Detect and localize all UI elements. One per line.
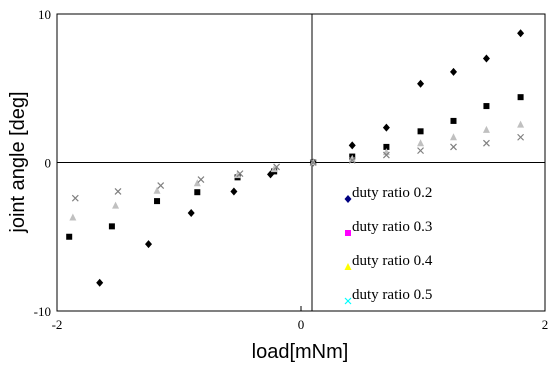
data-point (66, 233, 73, 240)
legend-label: duty ratio 0.5 (352, 287, 432, 303)
data-point (517, 120, 525, 128)
legend: duty ratio 0.2 duty ratio 0.3 duty ratio 0… (344, 185, 433, 305)
data-point (145, 240, 152, 249)
data-point (154, 198, 161, 205)
data-point (483, 139, 490, 147)
data-point (450, 117, 457, 124)
data-point (69, 213, 77, 221)
data-point (348, 154, 356, 162)
data-point (112, 201, 120, 209)
data-point (309, 159, 317, 166)
x-tick-label: 0 (298, 317, 305, 332)
data-point (348, 141, 356, 150)
data-point (417, 139, 425, 147)
data-point (517, 94, 524, 101)
data-point (197, 176, 205, 184)
tick-labels: 10 0 -10-2 0 2 (34, 7, 549, 332)
data-point (194, 189, 201, 196)
data-point (417, 128, 424, 135)
y-axis-title: joint angle [deg] (7, 91, 29, 233)
data-point (450, 133, 457, 141)
data-point (96, 278, 104, 287)
series-duty-ratio-0.5 (71, 133, 525, 202)
data-point (383, 143, 390, 150)
y-tick-label: -10 (34, 304, 51, 319)
x-tick-label: -2 (52, 317, 63, 332)
data-point (482, 125, 490, 133)
data-point (482, 54, 490, 63)
legend-marker (344, 263, 352, 270)
data-points (66, 29, 525, 287)
data-point (273, 163, 281, 171)
legend-marker (344, 195, 352, 203)
data-point (517, 29, 525, 38)
y-tick-label: 0 (45, 156, 52, 171)
data-point (483, 103, 490, 110)
data-point (153, 186, 161, 194)
data-point (382, 151, 390, 159)
data-point (157, 182, 165, 189)
data-point (187, 208, 195, 217)
data-point (234, 171, 242, 179)
data-point (108, 223, 115, 230)
legend-marker (345, 230, 351, 236)
data-point (71, 194, 79, 202)
legend-marker (344, 297, 352, 305)
data-point (517, 133, 525, 141)
legend-label: duty ratio 0.4 (352, 253, 433, 269)
data-point (114, 188, 122, 195)
data-point (236, 170, 244, 178)
y-tick-label: 10 (38, 7, 51, 22)
legend-label: duty ratio 0.3 (352, 219, 432, 235)
legend-label: duty ratio 0.2 (352, 185, 432, 201)
data-point (348, 156, 356, 164)
x-axis-title: load[mNm] (252, 341, 349, 363)
data-point (417, 79, 425, 88)
data-point (382, 123, 390, 132)
data-point (230, 187, 238, 196)
data-point (417, 147, 424, 155)
data-point (450, 143, 457, 151)
x-tick-label: 2 (542, 317, 549, 332)
data-point (450, 67, 457, 76)
data-point (193, 179, 201, 187)
